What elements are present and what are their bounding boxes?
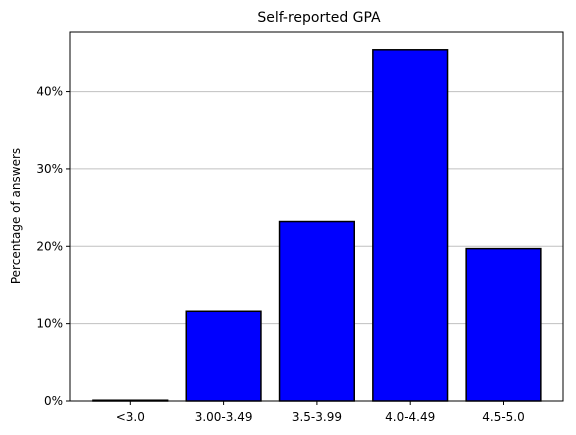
bar [465, 247, 542, 402]
x-tick-label: 4.0-4.49 [385, 410, 435, 424]
y-tick-label: 0% [44, 394, 63, 408]
x-tick-label: 3.5-3.99 [292, 410, 342, 424]
y-tick-label: 20% [36, 239, 63, 253]
x-axis: <3.0 3.00-3.49 3.5-3.99 4.0-4.49 4.5-5.0 [116, 401, 525, 424]
chart-title: Self-reported GPA [257, 10, 381, 26]
y-tick-label: 40% [36, 85, 63, 99]
bar [185, 310, 262, 402]
x-tick-label: <3.0 [116, 410, 145, 424]
y-tick-label: 10% [36, 317, 63, 331]
bars [92, 49, 542, 402]
bar [278, 220, 355, 402]
x-tick-label: 3.00-3.49 [195, 410, 253, 424]
y-tick-label: 30% [36, 162, 63, 176]
y-axis: 0% 10% 20% 30% 40% [36, 85, 70, 408]
x-tick-label: 4.5-5.0 [482, 410, 525, 424]
y-axis-label: Percentage of answers [9, 148, 23, 284]
bar [372, 49, 449, 402]
